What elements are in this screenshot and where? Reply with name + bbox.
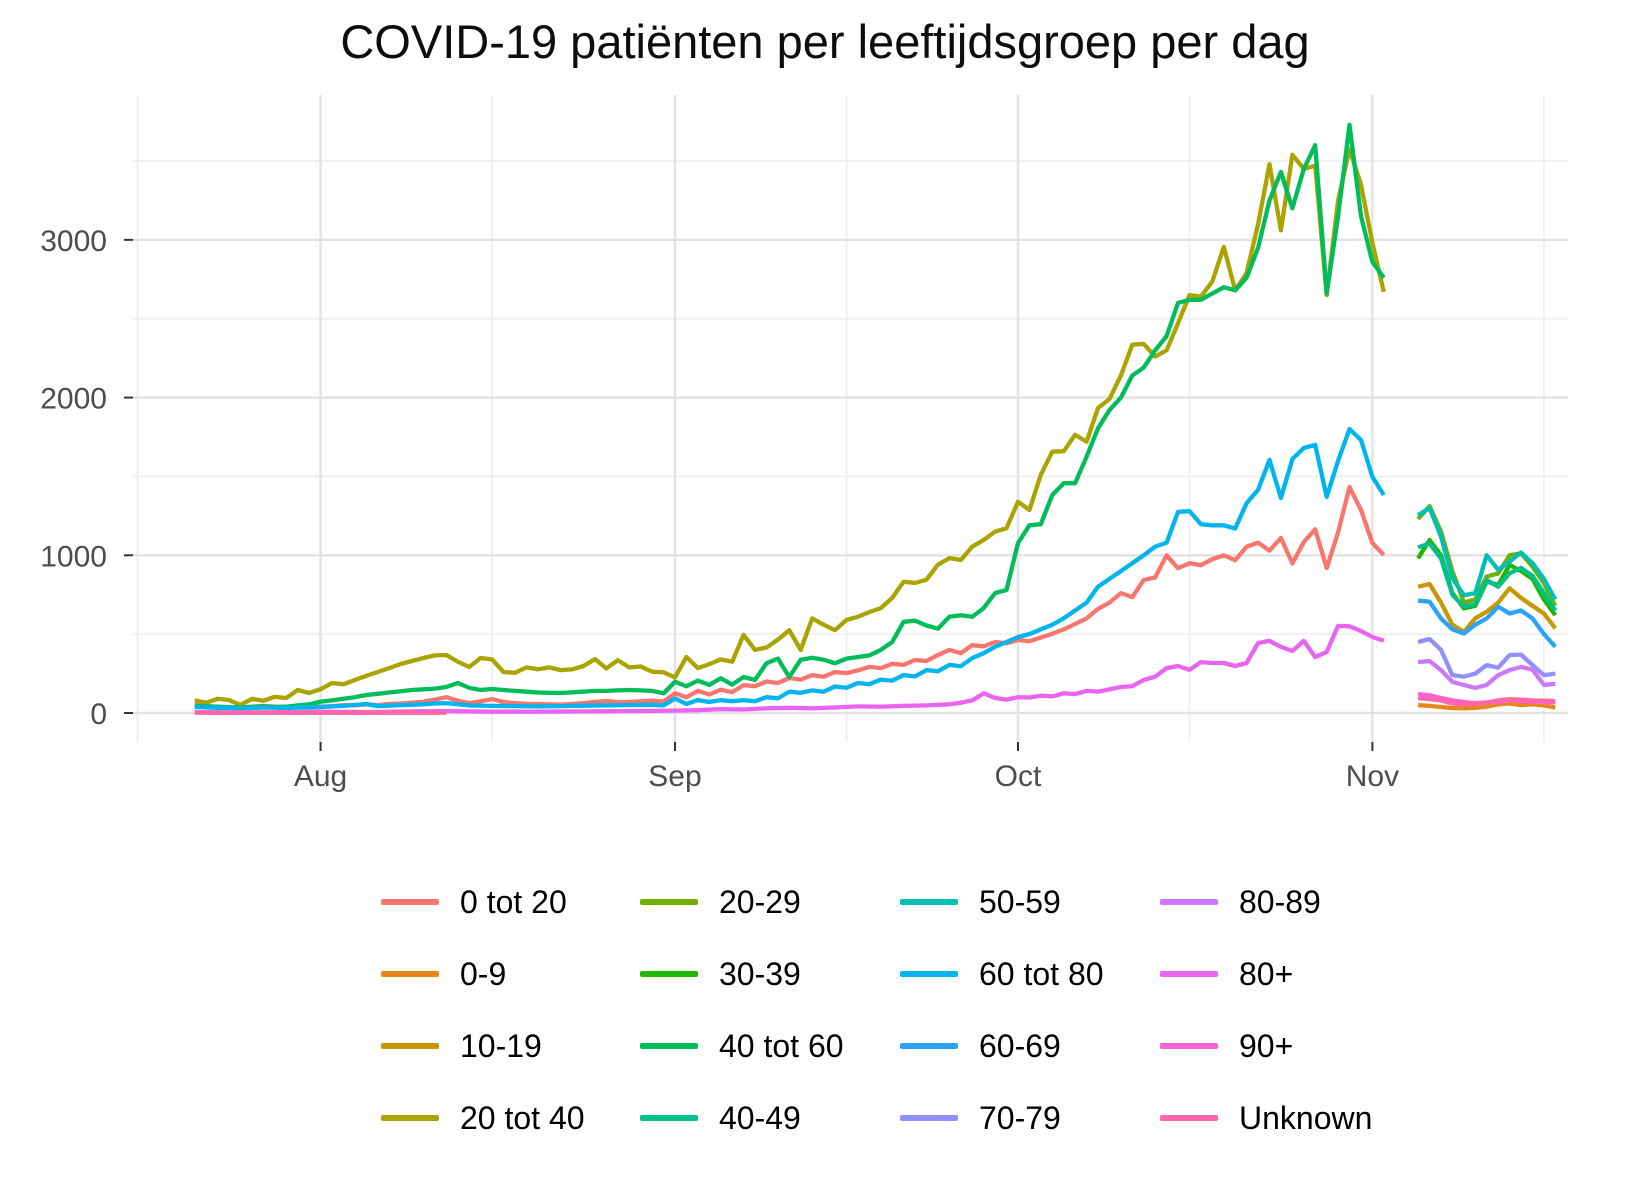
- legend-swatch: [1160, 1115, 1218, 1121]
- y-axis-label: 0: [90, 698, 107, 731]
- series-line-40-49: [1417, 541, 1558, 612]
- legend-swatch: [381, 1043, 439, 1049]
- legend-item-20-29: 20-29: [640, 886, 900, 918]
- x-axis-label: Nov: [1346, 760, 1399, 793]
- legend-label: 20 tot 40: [460, 1100, 585, 1136]
- legend-item-30-39: 30-39: [640, 958, 900, 990]
- legend-swatch: [1160, 899, 1218, 905]
- legend-swatch: [900, 1043, 958, 1049]
- series-line-20-tot-40: [194, 147, 1386, 708]
- legend-label: 80-89: [1239, 884, 1321, 920]
- legend-label: 90+: [1239, 1028, 1294, 1064]
- legend-item-60-tot-80: 60 tot 80: [900, 958, 1160, 990]
- series-line-80+: [194, 623, 1385, 715]
- legend-item-80-89: 80-89: [1160, 886, 1460, 918]
- legend-label: 0 tot 20: [460, 884, 567, 920]
- series-line-60-69: [1417, 598, 1557, 649]
- y-axis-label: 1000: [40, 540, 107, 573]
- x-axis-label: Oct: [995, 760, 1042, 793]
- legend-swatch: [640, 1115, 698, 1121]
- legend-swatch: [900, 971, 958, 977]
- legend-item-unknown: Unknown: [1160, 1102, 1460, 1134]
- legend-label: 10-19: [460, 1028, 542, 1064]
- legend-item-40-49: 40-49: [640, 1102, 900, 1134]
- legend-item-0-tot-20: 0 tot 20: [381, 886, 640, 918]
- legend-label: 40 tot 60: [719, 1028, 844, 1064]
- legend-label: 30-39: [719, 956, 801, 992]
- series-line-50-59: [1416, 505, 1558, 601]
- y-axis-label: 2000: [40, 383, 107, 416]
- legend-swatch: [381, 899, 439, 905]
- series-line-unknown: [1417, 695, 1556, 707]
- legend-swatch: [640, 971, 698, 977]
- legend-label: 0-9: [460, 956, 507, 992]
- legend-label: Unknown: [1239, 1100, 1373, 1136]
- x-axis-label: Sep: [648, 760, 701, 793]
- legend-swatch: [381, 971, 439, 977]
- line-chart-plot: 0 1000 2000 3000 Aug Sep Oct Nov: [40, 95, 1568, 793]
- legend-swatch: [640, 1043, 698, 1049]
- legend-label: 20-29: [719, 884, 801, 920]
- legend-label: 40-49: [719, 1100, 801, 1136]
- series-line-70-79: [1417, 636, 1556, 679]
- legend-item-40-tot-60: 40 tot 60: [640, 1030, 900, 1062]
- chart-legend: 0 tot 20 0-9 10-19 20 tot 40 20-29 30-39 40 to…: [381, 866, 1460, 1154]
- legend-label: 60-69: [979, 1028, 1061, 1064]
- legend-label: 80+: [1239, 956, 1294, 992]
- legend-item-0-9: 0-9: [381, 958, 640, 990]
- legend-item-60-69: 60-69: [900, 1030, 1160, 1062]
- legend-swatch: [1160, 1043, 1218, 1049]
- legend-swatch: [1160, 971, 1218, 977]
- legend-item-50-59: 50-59: [900, 886, 1160, 918]
- series-line-10-19: [1417, 581, 1558, 634]
- legend-label: 70-79: [979, 1100, 1061, 1136]
- chart-title: COVID-19 patiënten per leeftijdsgroep pe…: [340, 15, 1310, 68]
- legend-item-10-19: 10-19: [381, 1030, 640, 1062]
- legend-item-70-79: 70-79: [900, 1102, 1160, 1134]
- legend-item-80+: 80+: [1160, 958, 1460, 990]
- x-axis-label: Aug: [294, 760, 347, 793]
- series-line-0-9: [1417, 701, 1556, 711]
- legend-swatch: [640, 899, 698, 905]
- series-line-60-tot-80: [194, 426, 1386, 711]
- legend-swatch: [900, 899, 958, 905]
- legend-label: 60 tot 80: [979, 956, 1104, 992]
- y-axis-label: 3000: [40, 225, 107, 258]
- legend-swatch: [900, 1115, 958, 1121]
- legend-swatch: [381, 1115, 439, 1121]
- series-line-40-tot-60: [194, 122, 1386, 710]
- legend-item-20-tot-40: 20 tot 40: [381, 1102, 640, 1134]
- legend-label: 50-59: [979, 884, 1061, 920]
- legend-item-90+: 90+: [1160, 1030, 1460, 1062]
- series-line-80-89: [1417, 658, 1556, 691]
